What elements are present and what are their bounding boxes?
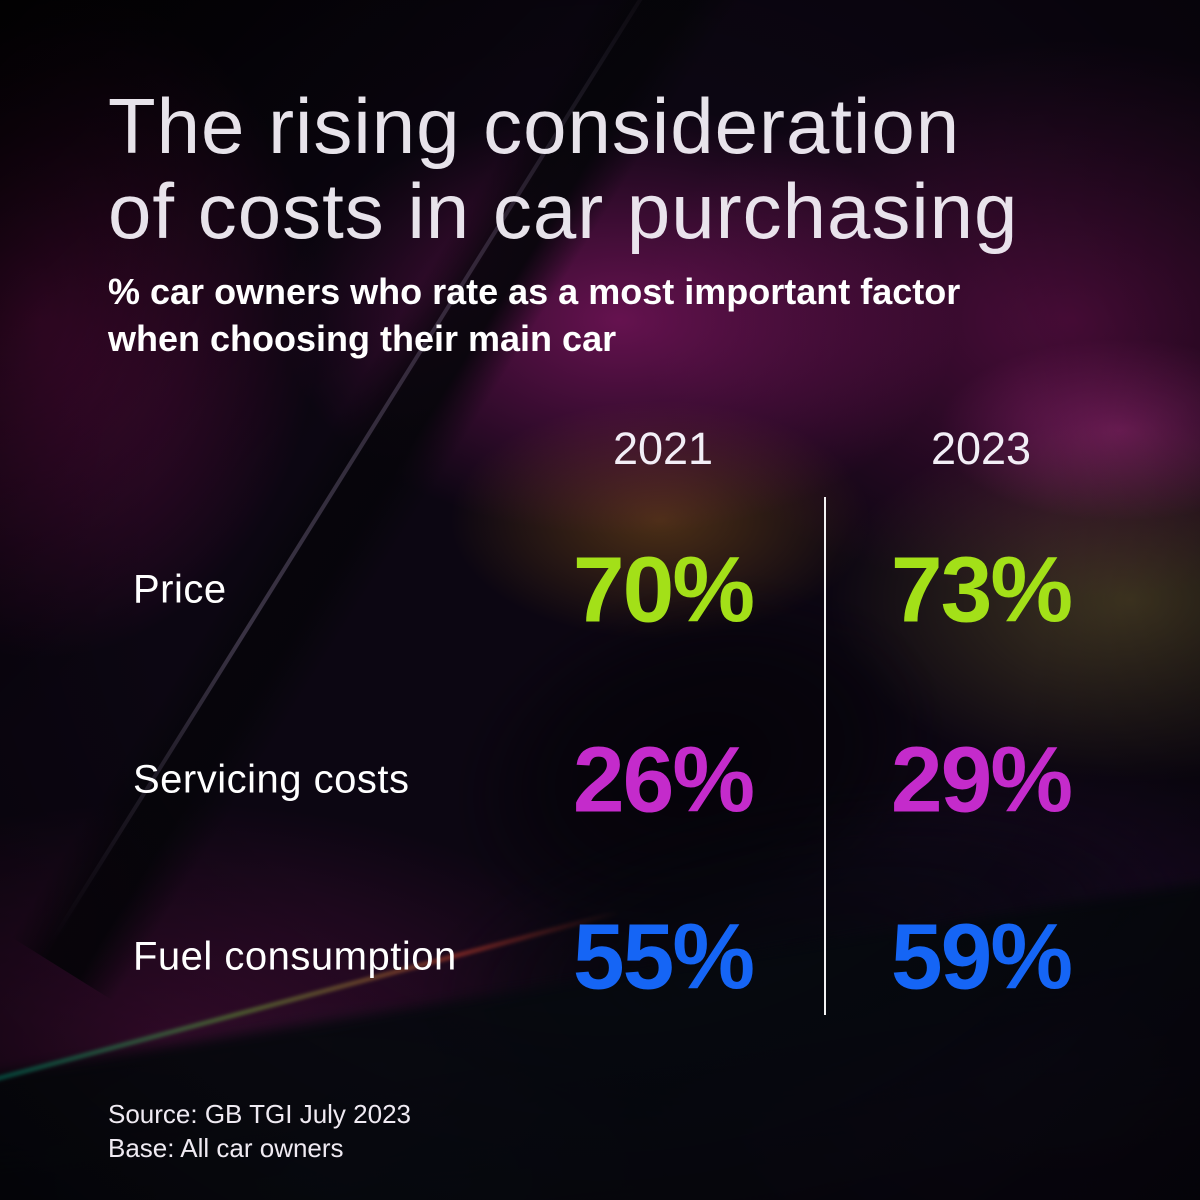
column-header-2021: 2021 bbox=[612, 423, 714, 474]
column-divider-line bbox=[824, 497, 826, 1015]
page-subtitle-line1: % car owners who rate as a most importan… bbox=[108, 271, 961, 312]
page-title-line1: The rising consideration bbox=[108, 82, 961, 170]
page-title: The rising consideration of costs in car… bbox=[108, 84, 1158, 254]
column-header-2023: 2023 bbox=[930, 423, 1032, 474]
page-subtitle-line2: when choosing their main car bbox=[108, 318, 617, 359]
value-fuel-2021: 55% bbox=[572, 904, 755, 1009]
value-price-2023: 73% bbox=[890, 537, 1073, 642]
row-label-servicing-costs: Servicing costs bbox=[133, 757, 410, 802]
table-row-servicing-costs: Servicing costs 26% 29% bbox=[0, 715, 1200, 845]
row-label-price: Price bbox=[133, 567, 227, 612]
source-note: Source: GB TGI July 2023 bbox=[108, 1099, 411, 1129]
page-title-line2: of costs in car purchasing bbox=[108, 167, 1019, 255]
value-fuel-2023: 59% bbox=[890, 904, 1073, 1009]
table-row-fuel-consumption: Fuel consumption 55% 59% bbox=[0, 892, 1200, 1022]
page-subtitle: % car owners who rate as a most importan… bbox=[108, 268, 1108, 362]
value-price-2021: 70% bbox=[572, 537, 755, 642]
value-servicing-2023: 29% bbox=[890, 727, 1073, 832]
base-note: Base: All car owners bbox=[108, 1133, 344, 1163]
row-label-fuel-consumption: Fuel consumption bbox=[133, 934, 457, 979]
value-servicing-2021: 26% bbox=[572, 727, 755, 832]
table-row-price: Price 70% 73% bbox=[0, 525, 1200, 655]
